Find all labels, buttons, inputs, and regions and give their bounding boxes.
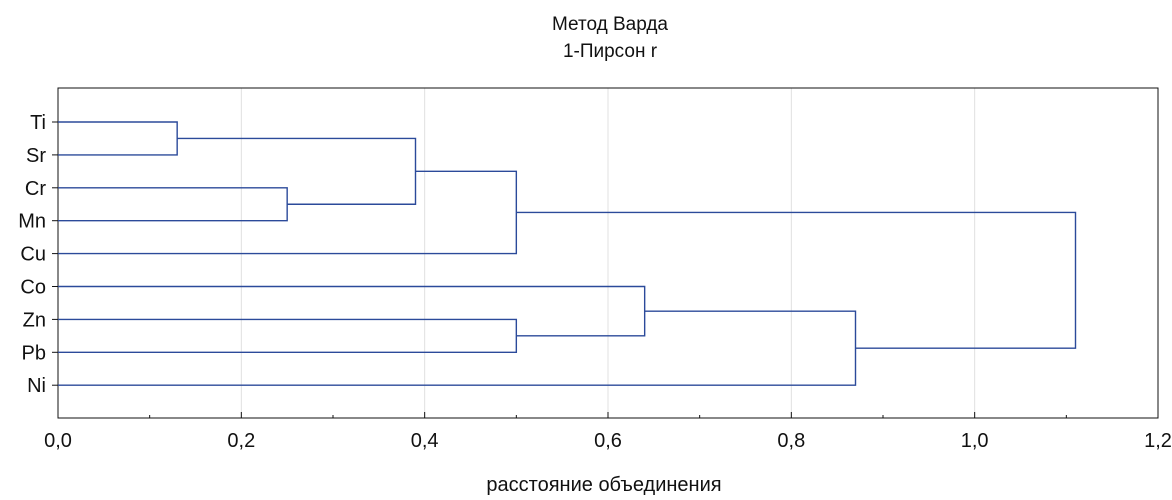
merge-link <box>58 170 518 255</box>
x-tick-label: 0,2 <box>227 430 255 452</box>
leaf-label: Cr <box>25 178 46 200</box>
x-axis-ticks: 0,0 0,2 0,4 0,6 0,8 1,0 1,2 <box>44 412 1172 452</box>
merge-link <box>58 187 288 222</box>
leaf-label: Zn <box>23 309 46 331</box>
dendrogram-links <box>58 121 1077 386</box>
chart-subtitle: 1-Пирсон r <box>563 41 658 62</box>
leaf-label: Ti <box>30 112 46 134</box>
x-tick-label: 1,2 <box>1144 430 1172 452</box>
merge-link <box>58 310 857 386</box>
x-tick-label: 0,6 <box>594 430 622 452</box>
x-axis-label: расстояние объединения <box>486 474 721 496</box>
chart-title: Метод Варда <box>552 14 668 35</box>
leaf-label: Sr <box>26 145 46 167</box>
merge-link <box>177 137 417 205</box>
x-tick-label: 1,0 <box>961 430 989 452</box>
x-tick-label: 0,0 <box>44 430 72 452</box>
leaf-label: Co <box>20 277 46 299</box>
leaf-label: Ni <box>27 375 46 397</box>
merge-link <box>58 121 178 156</box>
merge-link <box>58 318 518 353</box>
leaf-label: Mn <box>18 211 46 233</box>
leaf-label: Cu <box>20 244 46 266</box>
x-tick-label: 0,4 <box>411 430 439 452</box>
grid-lines <box>240 88 976 418</box>
merge-link <box>58 285 646 337</box>
leaf-labels: Ti Sr Cr Mn Cu Co Zn Pb Ni <box>18 112 58 397</box>
leaf-label: Pb <box>22 342 46 364</box>
x-tick-label: 0,8 <box>777 430 805 452</box>
merge-link <box>516 211 1077 349</box>
